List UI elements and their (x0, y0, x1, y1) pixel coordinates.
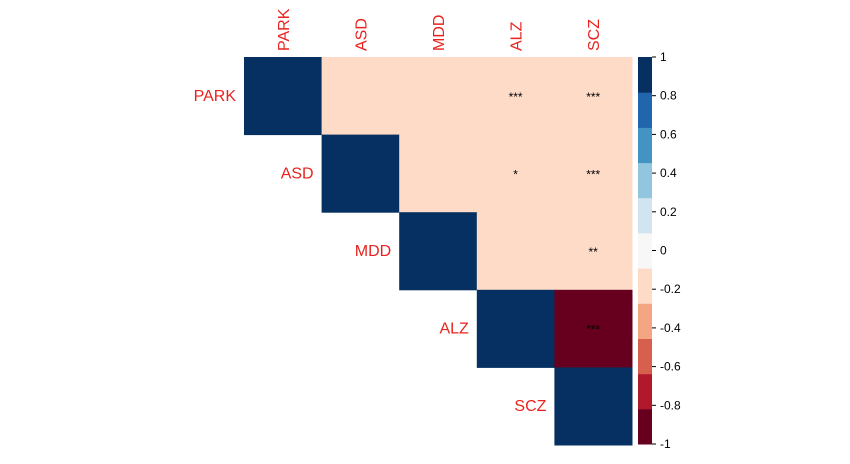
significance-markers: *** **** ******** (509, 90, 601, 337)
column-label-asd: ASD (353, 18, 370, 51)
heatmap-cell-park-mdd (399, 57, 478, 136)
significance-marker-mdd-scz: ** (589, 245, 599, 259)
heatmap-cell-mdd-mdd (399, 212, 478, 291)
colorbar-tick-label-5: 0 (660, 244, 667, 258)
row-label-asd: ASD (281, 165, 314, 182)
colorbar-tick-label-10: -1 (660, 437, 671, 451)
heatmap-cell-scz-scz (554, 367, 633, 446)
colorbar-ticks: 1 0.8 0.6 0.4 0.2 0 -0.2 -0.4 -0.6 -0.8 -1 (652, 50, 681, 451)
heatmap-cell-mdd-scz (554, 212, 633, 291)
colorbar-segment-2 (638, 338, 652, 375)
colorbar-tick-label-0: 1 (660, 50, 667, 64)
row-labels: PARK ASD MDD ALZ SCZ (194, 88, 547, 415)
column-label-park: PARK (276, 8, 293, 51)
heatmap-cell-park-alz (476, 57, 555, 136)
significance-marker-park-scz: *** (586, 90, 600, 104)
row-label-mdd: MDD (355, 243, 391, 260)
significance-marker-asd-scz: *** (586, 167, 600, 181)
colorbar-segment-3 (638, 303, 652, 339)
colorbar-segment-1 (638, 373, 652, 410)
heatmap-cell-park-scz (554, 57, 633, 136)
heatmap-cell-asd-mdd (399, 134, 478, 213)
heatmap-cell-alz-scz (554, 289, 633, 368)
column-labels: PARK ASD MDD ALZ SCZ (276, 8, 603, 51)
row-label-scz: SCZ (514, 398, 546, 415)
significance-marker-park-alz: *** (509, 90, 523, 104)
colorbar-tick-label-4: 0.2 (660, 205, 677, 219)
colorbar-tick-label-6: -0.2 (660, 282, 681, 296)
colorbar-segment-5 (638, 232, 652, 269)
significance-marker-alz-scz: *** (586, 323, 600, 337)
colorbar-tick-label-3: 0.4 (660, 166, 677, 180)
heatmap-cell-alz-alz (476, 289, 555, 368)
colorbar (638, 57, 652, 445)
heatmap-cell-mdd-alz (476, 212, 555, 291)
colorbar-segment-10 (638, 57, 652, 93)
column-label-alz: ALZ (509, 21, 526, 51)
column-label-scz: SCZ (586, 19, 603, 51)
significance-marker-asd-alz: * (513, 167, 518, 181)
heatmap-cell-asd-asd (321, 134, 400, 213)
row-label-park: PARK (194, 88, 237, 105)
heatmap-cell-asd-alz (476, 134, 555, 213)
colorbar-segment-7 (638, 162, 652, 199)
colorbar-tick-label-7: -0.4 (660, 321, 681, 335)
colorbar-segment-0 (638, 408, 652, 445)
colorbar-tick-label-2: 0.6 (660, 127, 677, 141)
heatmap-cell-park-park (244, 57, 323, 136)
heatmap-cell-asd-scz (554, 134, 633, 213)
colorbar-tick-label-9: -0.8 (660, 398, 681, 412)
column-label-mdd: MDD (431, 15, 448, 51)
colorbar-segment-8 (638, 127, 652, 164)
colorbar-tick-label-8: -0.6 (660, 360, 681, 374)
heatmap-cell-park-asd (321, 57, 400, 136)
colorbar-tick-label-1: 0.8 (660, 89, 677, 103)
colorbar-segment-4 (638, 268, 652, 304)
colorbar-segment-6 (638, 197, 652, 234)
heatmap-cells (244, 57, 633, 446)
colorbar-segment-9 (638, 92, 652, 128)
row-label-alz: ALZ (439, 321, 469, 338)
